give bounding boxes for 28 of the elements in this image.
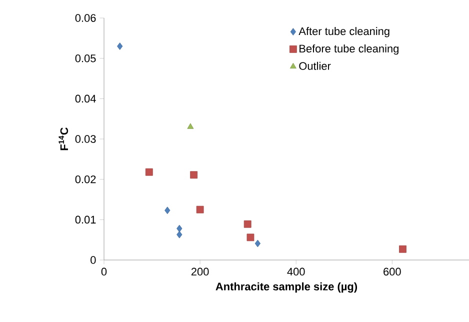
y-tick-label: 0.02 bbox=[75, 175, 96, 184]
point bbox=[176, 230, 182, 238]
point bbox=[190, 171, 198, 179]
point bbox=[254, 240, 260, 248]
legend-label: Outlier bbox=[299, 62, 331, 70]
y-tick-label: 0.01 bbox=[75, 216, 96, 224]
point bbox=[246, 234, 254, 242]
y-tick-label: 0 bbox=[90, 256, 96, 264]
y-tick-label: 0.06 bbox=[75, 14, 96, 22]
x-tick-label: 400 bbox=[287, 268, 305, 276]
y-tick-label: 0.03 bbox=[75, 135, 96, 143]
point bbox=[187, 123, 194, 129]
y-axis-title: F$^{14}$C bbox=[58, 127, 68, 150]
point bbox=[244, 220, 252, 228]
x-tick-label: 200 bbox=[191, 268, 209, 276]
point bbox=[176, 224, 182, 232]
point bbox=[196, 206, 204, 214]
legend-label: Before tube cleaning bbox=[300, 44, 398, 55]
point bbox=[399, 245, 406, 253]
y-tick-label: 0.04 bbox=[75, 94, 96, 103]
point bbox=[164, 206, 170, 214]
y-tick-label: 0.05 bbox=[75, 54, 96, 62]
x-axis-title: Anthracite sample size (µg) bbox=[216, 282, 358, 293]
x-tick-label: 600 bbox=[384, 268, 401, 276]
point bbox=[145, 168, 153, 176]
legend-label: After tube cleaning bbox=[298, 27, 390, 38]
point bbox=[117, 42, 123, 50]
x-tick-label: 0 bbox=[101, 268, 107, 276]
